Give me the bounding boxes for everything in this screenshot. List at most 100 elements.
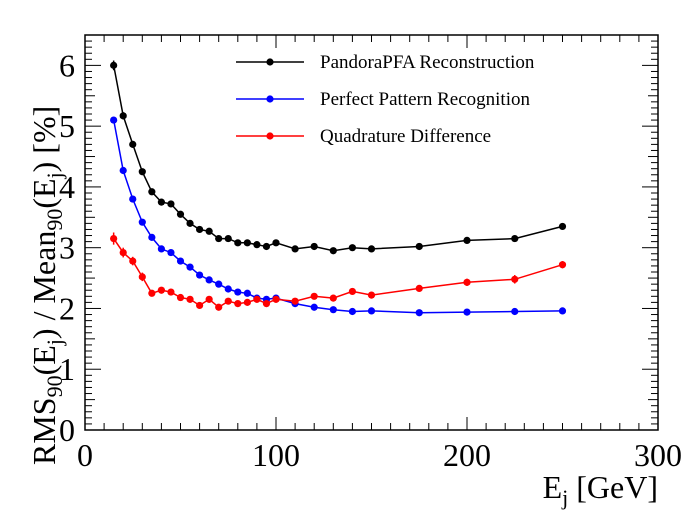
y-tick-label: 3 bbox=[59, 230, 75, 266]
data-point bbox=[367, 307, 376, 315]
data-point bbox=[138, 218, 146, 226]
legend-marker bbox=[266, 58, 274, 66]
data-point bbox=[119, 166, 127, 175]
data-point bbox=[329, 247, 337, 255]
data-point bbox=[157, 286, 165, 294]
data-point bbox=[415, 309, 423, 317]
data-point bbox=[291, 245, 299, 253]
data-point bbox=[329, 306, 337, 314]
data-point bbox=[167, 248, 175, 257]
data-point bbox=[511, 307, 519, 316]
data-point bbox=[348, 307, 356, 316]
legend-label: Perfect Pattern Recognition bbox=[320, 89, 530, 110]
x-axis-label: Ej [GeV] bbox=[543, 469, 658, 510]
data-point bbox=[262, 300, 271, 308]
axis-label-part: 90 bbox=[42, 375, 67, 397]
data-point bbox=[138, 273, 146, 281]
data-point bbox=[148, 289, 156, 297]
data-point bbox=[415, 242, 423, 251]
data-point bbox=[176, 210, 185, 218]
data-point bbox=[186, 263, 194, 271]
legend-label: PandoraPFA Reconstruction bbox=[320, 52, 535, 73]
data-point bbox=[186, 295, 194, 303]
data-point bbox=[511, 234, 519, 243]
data-point bbox=[253, 295, 261, 303]
x-tick-label: 0 bbox=[77, 437, 93, 473]
data-point bbox=[243, 298, 251, 306]
axis-label-part: (E bbox=[26, 178, 62, 208]
axis-label-part: 90 bbox=[42, 209, 67, 231]
legend-marker bbox=[266, 132, 274, 140]
data-point bbox=[348, 244, 356, 252]
y-tick-label: 6 bbox=[59, 47, 75, 83]
data-point bbox=[234, 300, 242, 308]
data-point bbox=[129, 257, 137, 265]
data-point bbox=[196, 301, 204, 310]
data-point bbox=[253, 241, 261, 249]
data-point bbox=[310, 242, 318, 251]
data-point bbox=[176, 293, 185, 302]
data-point bbox=[272, 239, 280, 247]
x-tick-label: 300 bbox=[634, 437, 682, 473]
data-point bbox=[110, 234, 118, 243]
data-point bbox=[148, 188, 156, 196]
axis-label-part: j bbox=[42, 339, 67, 346]
legend-label: Quadrature Difference bbox=[320, 126, 491, 147]
data-point bbox=[129, 140, 137, 148]
axis-label-part: j bbox=[561, 485, 568, 510]
data-point bbox=[415, 284, 423, 293]
data-point bbox=[272, 295, 280, 303]
data-point bbox=[558, 222, 567, 231]
data-point bbox=[205, 227, 213, 235]
data-point bbox=[310, 292, 318, 300]
data-point bbox=[110, 61, 118, 69]
data-point bbox=[243, 289, 251, 297]
axis-label-part: (E bbox=[26, 345, 62, 375]
data-point bbox=[110, 116, 118, 124]
data-point bbox=[167, 200, 175, 208]
data-point bbox=[558, 261, 567, 269]
data-point bbox=[157, 198, 165, 206]
axis-label-part: E bbox=[543, 469, 563, 505]
axis-label-part: ) [%] bbox=[26, 106, 62, 173]
data-point bbox=[367, 245, 376, 253]
y-tick-label: 5 bbox=[59, 108, 75, 144]
x-axis-tick-labels: 0 100 200 300 bbox=[77, 437, 682, 473]
data-point bbox=[148, 233, 156, 241]
y-axis-tick-labels: 0 1 2 3 4 5 6 bbox=[59, 47, 75, 448]
data-point bbox=[463, 278, 471, 286]
data-point bbox=[262, 242, 271, 251]
data-point bbox=[186, 219, 194, 227]
series-2 bbox=[110, 232, 567, 311]
data-point bbox=[224, 285, 232, 293]
axis-label-part: [GeV] bbox=[568, 469, 658, 505]
data-point bbox=[558, 307, 567, 315]
data-point bbox=[329, 294, 337, 302]
data-point bbox=[224, 234, 232, 243]
data-point bbox=[215, 303, 223, 311]
data-point bbox=[205, 276, 213, 284]
y-tick-label: 0 bbox=[59, 412, 75, 448]
data-point bbox=[196, 225, 204, 234]
data-point bbox=[129, 195, 137, 203]
axis-label-part: j bbox=[42, 172, 67, 179]
data-point bbox=[511, 275, 519, 283]
y-tick-label: 4 bbox=[59, 169, 75, 205]
axis-label-part: ) / Mean bbox=[26, 231, 62, 339]
data-point bbox=[119, 112, 127, 120]
data-point bbox=[205, 295, 213, 303]
data-point bbox=[463, 308, 471, 316]
legend-marker bbox=[266, 95, 274, 103]
data-point bbox=[215, 234, 223, 243]
data-point bbox=[243, 239, 251, 247]
data-point bbox=[234, 288, 242, 296]
axis-label-part: RMS bbox=[26, 397, 62, 465]
y-axis-label: RMS90(Ej) / Mean90(Ej) [%] bbox=[26, 106, 67, 465]
y-axis-ticks bbox=[85, 34, 658, 431]
x-tick-label: 100 bbox=[252, 437, 300, 473]
data-point bbox=[176, 257, 185, 265]
data-point bbox=[348, 287, 356, 296]
data-point bbox=[215, 280, 223, 288]
data-point bbox=[367, 291, 376, 299]
